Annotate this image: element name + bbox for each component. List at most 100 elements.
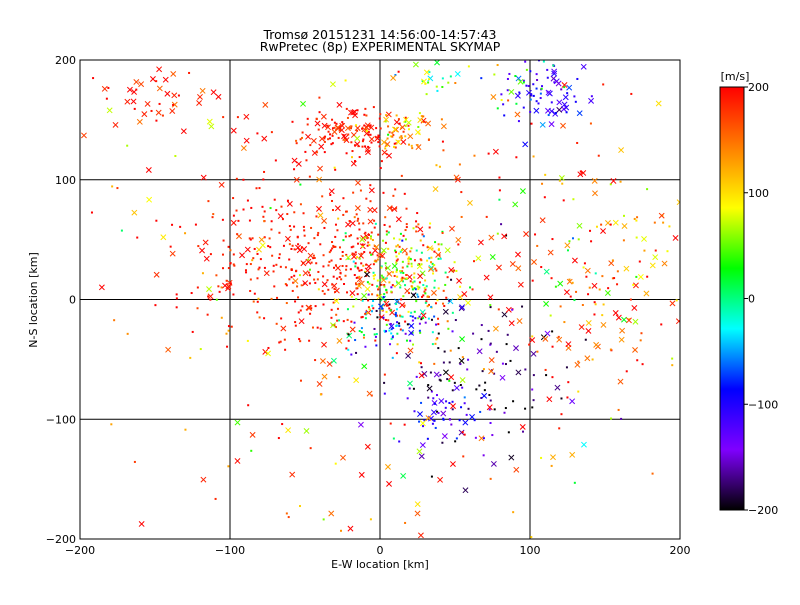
data-point-dot bbox=[253, 247, 256, 250]
data-point-cross bbox=[316, 381, 323, 387]
data-point-dot bbox=[232, 214, 235, 217]
data-point-dot bbox=[450, 278, 453, 281]
data-point-dot bbox=[310, 307, 313, 310]
data-point-dot bbox=[355, 213, 358, 216]
data-point-cross bbox=[414, 501, 421, 508]
data-point-dot bbox=[453, 381, 456, 384]
data-point-cross bbox=[574, 361, 581, 368]
data-point-dot bbox=[309, 312, 312, 315]
data-point-dot bbox=[418, 112, 421, 115]
data-point-dot bbox=[410, 144, 413, 147]
data-point-dot bbox=[330, 259, 333, 262]
data-point-cross bbox=[307, 252, 314, 259]
data-point-cross bbox=[353, 377, 360, 384]
data-point-dot bbox=[515, 156, 518, 159]
data-point-dot bbox=[345, 268, 348, 271]
data-point-dot bbox=[522, 79, 525, 82]
data-point-dot bbox=[402, 234, 405, 237]
data-point-dot bbox=[220, 286, 223, 289]
data-point-cross bbox=[569, 398, 576, 405]
data-point-dot bbox=[388, 225, 391, 228]
data-point-dot bbox=[540, 456, 543, 459]
data-point-dot bbox=[662, 221, 665, 224]
data-point-dot bbox=[286, 199, 289, 202]
data-point-cross bbox=[318, 143, 325, 150]
data-point-dot bbox=[367, 241, 370, 244]
data-point-dot bbox=[360, 252, 363, 255]
data-point-dot bbox=[439, 257, 442, 260]
data-point-dot bbox=[613, 277, 616, 280]
data-point-dot bbox=[398, 238, 401, 241]
data-point-dot bbox=[410, 311, 413, 314]
data-point-dot bbox=[507, 99, 510, 102]
data-point-dot bbox=[638, 260, 641, 263]
data-point-cross bbox=[515, 251, 521, 258]
data-point-dot bbox=[354, 160, 357, 163]
data-point-dot bbox=[455, 269, 458, 272]
data-point-cross bbox=[358, 471, 365, 478]
data-point-dot bbox=[406, 323, 409, 326]
data-point-dot bbox=[270, 297, 273, 300]
data-point-dot bbox=[362, 336, 365, 339]
data-point-cross bbox=[391, 126, 398, 133]
data-point-cross bbox=[344, 125, 351, 132]
data-point-cross bbox=[317, 165, 323, 172]
data-point-dot bbox=[461, 431, 464, 434]
data-point-dot bbox=[364, 236, 367, 239]
data-point-cross bbox=[249, 431, 256, 438]
data-point-cross bbox=[580, 63, 587, 70]
data-point-cross bbox=[437, 476, 444, 483]
data-point-dot bbox=[299, 340, 302, 343]
data-point-cross bbox=[314, 120, 321, 127]
data-point-dot bbox=[410, 265, 413, 268]
data-point-dot bbox=[430, 318, 433, 321]
data-point-dot bbox=[591, 358, 594, 361]
data-point-dot bbox=[579, 170, 582, 173]
data-point-dot bbox=[385, 310, 388, 313]
data-point-dot bbox=[442, 417, 445, 420]
data-point-dot bbox=[473, 419, 476, 422]
data-point-cross bbox=[501, 233, 508, 240]
data-point-dot bbox=[329, 133, 332, 136]
data-point-dot bbox=[364, 312, 367, 315]
data-point-dot bbox=[500, 93, 503, 96]
data-point-dot bbox=[316, 151, 319, 154]
data-point-cross bbox=[649, 262, 656, 269]
data-point-dot bbox=[220, 316, 223, 319]
data-point-dot bbox=[429, 222, 432, 225]
data-point-dot bbox=[398, 122, 401, 125]
data-point-dot bbox=[403, 192, 406, 195]
data-point-dot bbox=[483, 389, 486, 392]
data-point-dot bbox=[671, 364, 674, 367]
data-point-dot bbox=[391, 335, 394, 338]
data-point-dot bbox=[445, 400, 448, 403]
data-point-dot bbox=[286, 213, 289, 216]
data-point-dot bbox=[328, 251, 331, 254]
data-point-cross bbox=[317, 212, 324, 219]
data-point-dot bbox=[333, 166, 336, 169]
data-point-dot bbox=[399, 328, 402, 331]
data-point-cross bbox=[395, 280, 402, 287]
data-point-dot bbox=[602, 303, 605, 306]
data-point-dot bbox=[404, 125, 407, 128]
data-point-cross bbox=[584, 355, 591, 362]
data-point-dot bbox=[133, 460, 136, 463]
data-point-dot bbox=[263, 317, 266, 320]
data-point-dot bbox=[420, 366, 423, 369]
data-point-dot bbox=[404, 284, 407, 287]
data-point-dot bbox=[377, 233, 380, 236]
data-point-dot bbox=[366, 244, 369, 247]
data-point-dot bbox=[506, 77, 509, 80]
data-point-cross bbox=[517, 281, 524, 288]
data-point-dot bbox=[380, 266, 383, 269]
data-point-dot bbox=[330, 143, 333, 146]
data-point-dot bbox=[582, 266, 585, 269]
data-point-dot bbox=[353, 274, 356, 277]
data-point-dot bbox=[415, 249, 418, 252]
data-point-dot bbox=[345, 210, 348, 213]
data-point-dot bbox=[251, 237, 254, 240]
data-point-dot bbox=[379, 127, 382, 130]
data-point-dot bbox=[381, 308, 384, 311]
data-point-cross bbox=[448, 374, 455, 381]
data-point-dot bbox=[531, 335, 534, 338]
